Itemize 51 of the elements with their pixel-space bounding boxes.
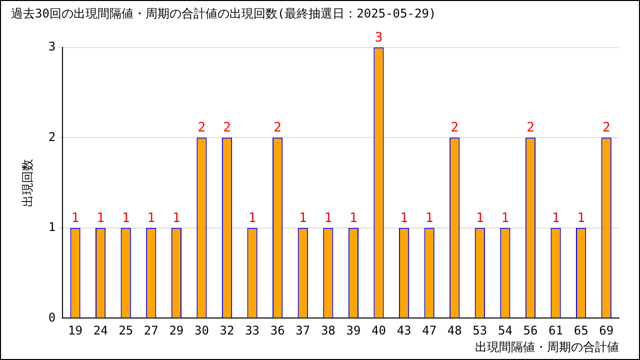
x-tick-label: 32 [220,324,234,338]
data-label: 2 [198,120,206,136]
data-label: 2 [450,120,459,136]
x-tick-label: 48 [447,324,462,338]
x-tick-label: 33 [245,324,260,338]
data-label: 1 [172,210,180,226]
x-tick-label: 19 [68,324,82,338]
data-label: 1 [476,210,484,226]
x-tick-label: 39 [346,324,361,338]
x-tick-label: 25 [118,324,134,338]
data-label: 1 [400,210,408,226]
data-label: 2 [223,120,231,136]
data-label: 1 [324,210,332,226]
data-label: 3 [374,30,383,46]
x-tick-label: 43 [396,324,412,338]
x-axis-title: 出現間隔値・周期の合計値 [475,340,619,354]
y-tick-label: 1 [48,220,56,234]
y-tick-label: 3 [48,40,56,54]
data-label: 1 [248,210,256,226]
x-tick-label: 61 [548,324,563,338]
x-tick-label: 37 [296,324,310,338]
x-tick-label: 27 [144,324,158,338]
x-tick-label: 65 [574,324,588,338]
x-tick-label: 24 [93,324,108,338]
x-tick-label: 29 [169,324,184,338]
y-axis-title: 出現回数 [20,158,34,207]
y-tick-label: 0 [48,310,56,324]
data-label: 1 [501,210,510,226]
data-label: 1 [350,210,358,226]
data-label: 1 [147,210,156,226]
x-tick-label: 38 [320,324,336,338]
x-tick-label: 47 [422,324,437,338]
x-tick-label: 36 [270,324,285,338]
data-label: 1 [96,210,104,226]
data-label: 1 [425,210,434,226]
y-tick-label: 2 [48,130,56,144]
x-tick-label: 56 [523,324,538,338]
data-label: 2 [274,120,282,136]
data-label: 1 [122,210,130,226]
data-label: 2 [526,120,534,136]
data-label: 1 [298,210,307,226]
data-label: 2 [602,120,610,136]
data-label: 1 [552,210,560,226]
x-tick-label: 53 [472,324,488,338]
x-tick-label: 30 [194,324,209,338]
data-label: 1 [577,210,585,226]
data-label: 1 [71,210,80,226]
x-tick-label: 69 [599,324,614,338]
x-tick-label: 40 [372,324,386,338]
chart-title: 過去30回の出現間隔値・周期の合計値の出現回数(最終抽選日：2025-05-29) [11,6,436,20]
x-tick-label: 54 [498,324,512,338]
